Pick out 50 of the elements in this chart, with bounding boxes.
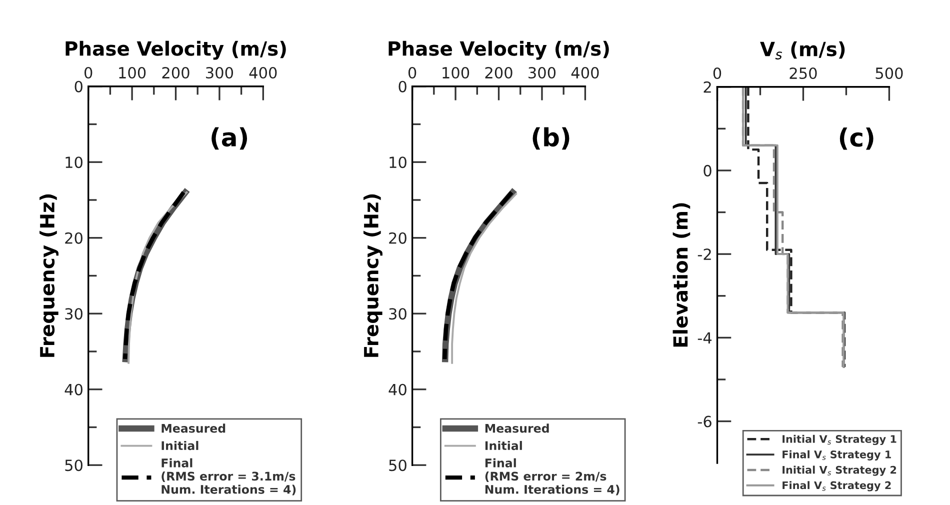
legend-label: Final V$_{s}$ Strategy 2	[782, 481, 891, 492]
legend-label: Measured	[485, 424, 549, 433]
y-tick-label: 30	[389, 308, 406, 320]
x-tick-label: 0	[84, 66, 92, 79]
x-tick-label: 200	[485, 66, 512, 79]
legend-label: Final V$_{s}$ Strategy 1	[782, 450, 891, 460]
y-tick-label: 20	[65, 232, 82, 244]
y-axis-title: Elevation (m)	[672, 203, 690, 347]
y-tick-label: 2	[704, 81, 711, 93]
x-tick-label: 250	[790, 67, 817, 80]
x-tick-label: 300	[206, 66, 234, 79]
y-tick-label: 30	[65, 308, 82, 320]
y-tick-label: -6	[698, 416, 712, 428]
legend-label: Initial V$_{s}$ Strategy 2	[782, 466, 896, 476]
x-tick-label: 0	[408, 66, 416, 79]
annotation: (a)	[212, 127, 248, 150]
x-tick-label: 100	[442, 66, 470, 79]
annotation: (c)	[840, 127, 874, 150]
y-tick-label: 40	[388, 384, 406, 396]
x-tick-label: 100	[119, 66, 146, 79]
y-tick-label: 50	[389, 460, 406, 472]
x-tick-label: 200	[162, 66, 190, 79]
y-tick-label: 0	[398, 80, 406, 92]
x-axis-title: Phase Velocity (m/s)	[66, 40, 286, 60]
y-tick-label: -2	[698, 248, 711, 260]
x-tick-label: 0	[713, 67, 722, 80]
line-series	[451, 192, 518, 364]
y-tick-label: 10	[66, 156, 82, 168]
legend-label: Initial	[485, 440, 522, 450]
legend-label: Final (RMS error = 3.1m/s Num. Iterations = 4)	[162, 458, 296, 496]
legend-label: Measured	[162, 424, 226, 433]
y-tick-label: 0	[704, 164, 712, 176]
y-tick-label: 40	[64, 384, 82, 396]
y-axis-title: Frequency (Hz)	[363, 194, 382, 357]
x-tick-label: 400	[571, 66, 599, 79]
x-tick-label: 300	[528, 66, 556, 79]
y-tick-label: 10	[390, 156, 406, 168]
x-axis-title: V$_{s}$ (m/s)	[760, 41, 845, 60]
x-tick-label: 500	[876, 67, 903, 80]
y-tick-label: 0	[74, 80, 82, 92]
y-axis-title: Frequency (Hz)	[40, 194, 58, 357]
x-axis-title: Phase Velocity (m/s)	[388, 40, 609, 60]
y-tick-label: 20	[389, 232, 406, 244]
annotation: (b)	[532, 127, 570, 150]
legend-label: Initial V$_{s}$ Strategy 1	[782, 434, 896, 446]
x-tick-label: 400	[249, 66, 277, 79]
y-tick-label: -4	[698, 332, 712, 344]
y-tick-label: 50	[65, 460, 82, 472]
legend-label: Initial	[162, 440, 198, 450]
legend-label: Final (RMS error = 2m/s Num. Iterations = 4)	[485, 458, 620, 496]
